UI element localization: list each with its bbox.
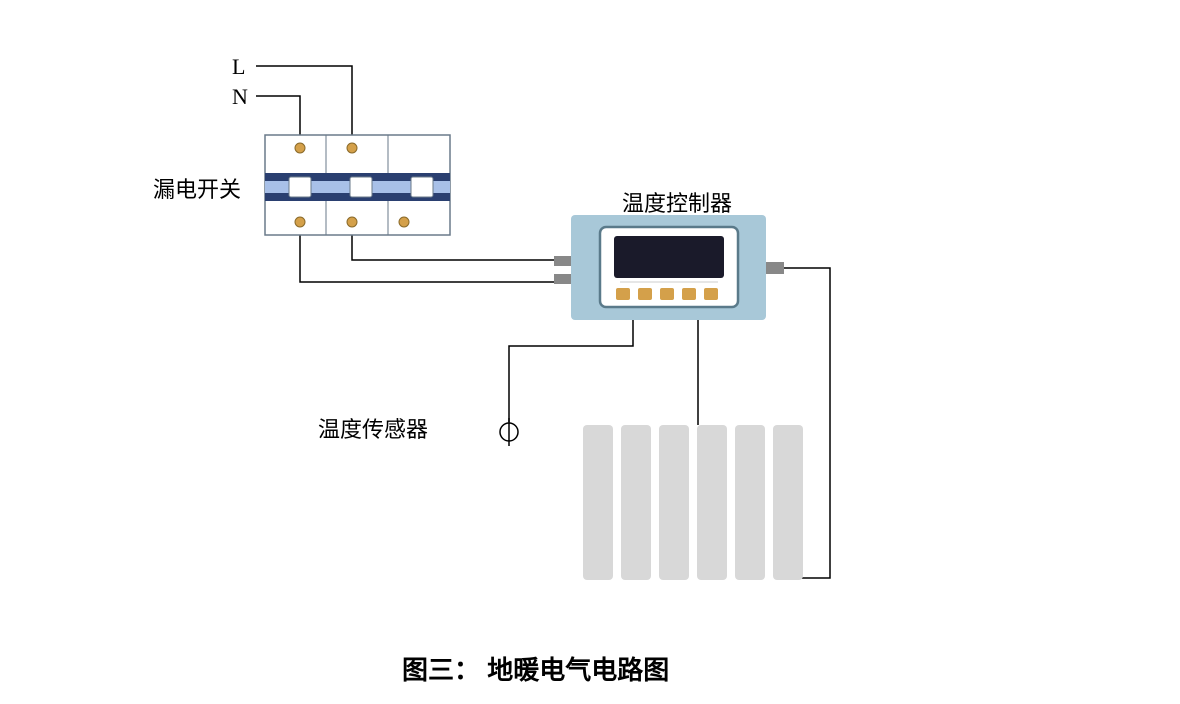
wire-N <box>256 96 300 135</box>
wire-breaker-ctrl-2 <box>352 235 558 260</box>
temperature-controller <box>554 215 784 320</box>
wire-L <box>256 66 352 135</box>
temperature-sensor <box>500 418 518 446</box>
wire-breaker-ctrl-1 <box>300 235 558 282</box>
radiator <box>583 425 803 580</box>
wire-ctrl-sensor <box>509 320 633 422</box>
circuit-diagram <box>0 0 1180 704</box>
circuit-breaker <box>265 135 450 235</box>
